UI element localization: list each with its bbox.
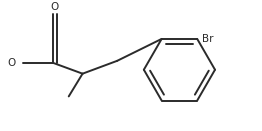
Text: O: O <box>7 58 15 68</box>
Text: Br: Br <box>202 34 214 44</box>
Text: O: O <box>51 2 59 12</box>
